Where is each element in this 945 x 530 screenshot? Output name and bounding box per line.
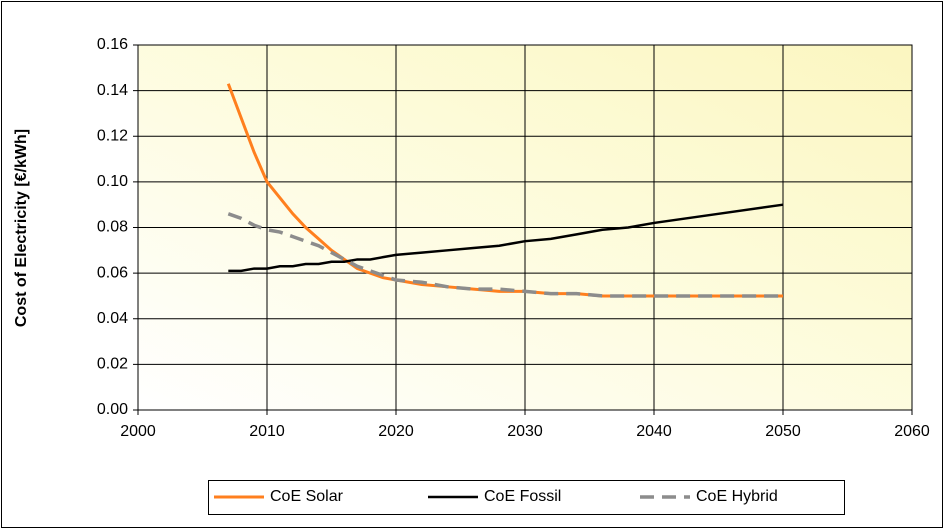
x-tick-label: 2030: [507, 423, 543, 440]
y-tick-label: 0.04: [97, 310, 128, 327]
x-tick-label: 2020: [378, 423, 414, 440]
y-tick-label: 0.00: [97, 401, 128, 418]
y-tick-label: 0.10: [97, 173, 128, 190]
y-tick-label: 0.02: [97, 356, 128, 373]
y-tick-label: 0.12: [97, 127, 128, 144]
x-tick-label: 2060: [894, 423, 930, 440]
series-line: [228, 203, 784, 273]
series-line: [227, 212, 783, 298]
y-tick-label: 0.16: [97, 36, 128, 53]
legend: [208, 480, 845, 515]
legend-label: CoE Solar: [270, 488, 344, 505]
x-tick-label: 2040: [636, 423, 672, 440]
y-tick-label: 0.08: [97, 219, 128, 236]
x-tick-label: 2000: [120, 423, 156, 440]
x-tick-label: 2050: [765, 423, 801, 440]
y-tick-label: 0.06: [97, 264, 128, 281]
legend-label: CoE Fossil: [484, 488, 561, 505]
plot-border: [137, 44, 913, 411]
legend-label: CoE Hybrid: [696, 488, 778, 505]
y-tick-label: 0.14: [97, 82, 128, 99]
x-tick-label: 2010: [249, 423, 285, 440]
y-axis-label: Cost of Electricity [€/kWh]: [13, 129, 30, 327]
